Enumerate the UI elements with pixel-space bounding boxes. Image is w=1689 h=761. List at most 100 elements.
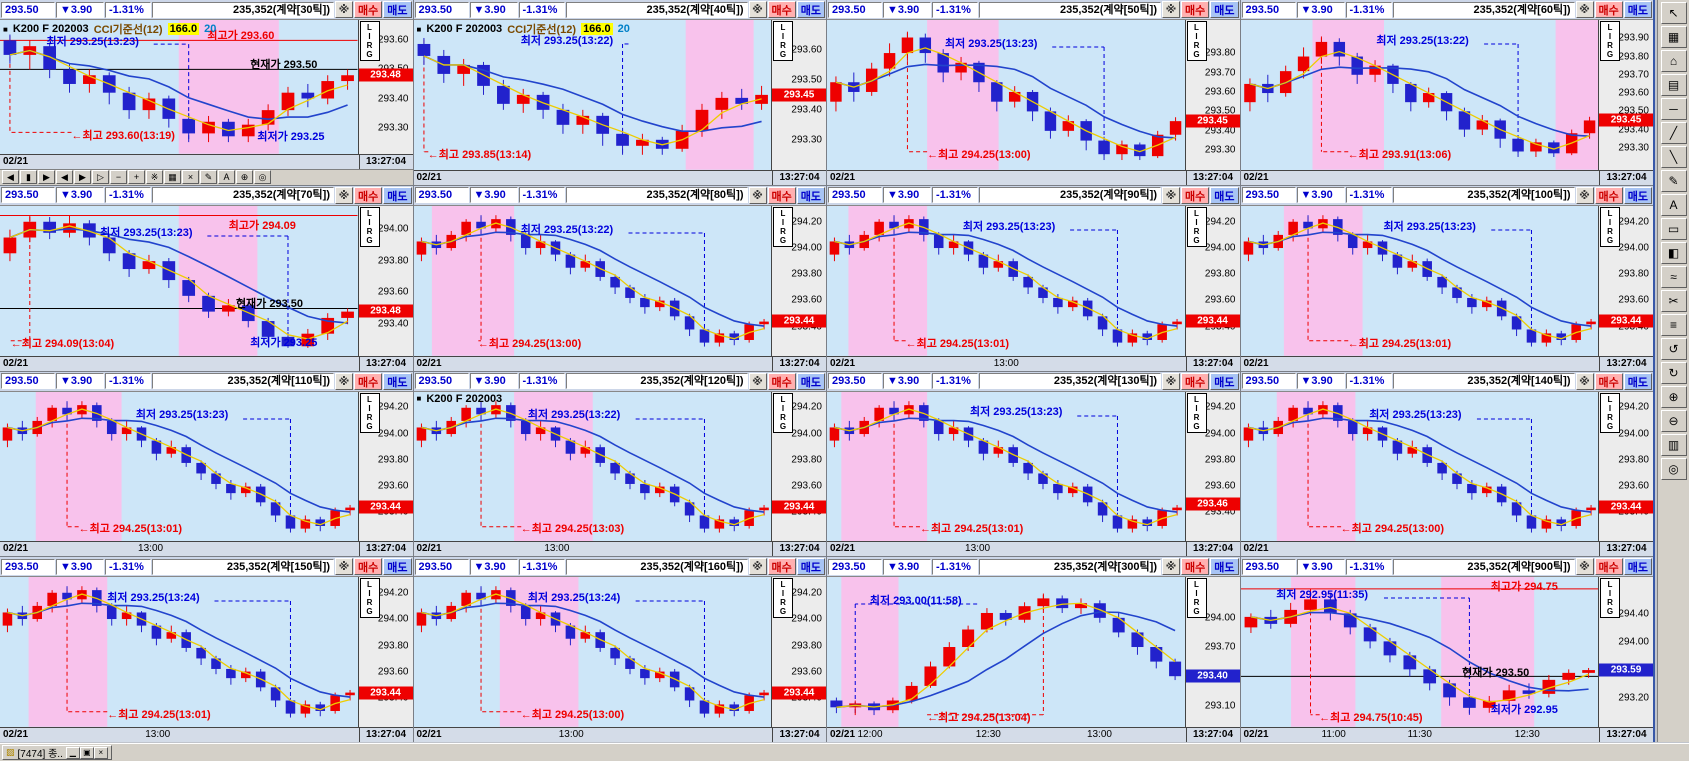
buy-button[interactable]: 매수 xyxy=(354,1,383,18)
chart-area[interactable]: 최저 293.25(13:24) ←최고 294.25(13:00) xyxy=(413,577,772,727)
sell-button[interactable]: 매도 xyxy=(796,558,825,576)
pen-tool[interactable]: ✎ xyxy=(1660,170,1687,192)
settings-button[interactable]: ※ xyxy=(146,170,163,185)
chart-area[interactable]: 최저 293.25(13:23) ←최고 294.25(13:01) xyxy=(1240,205,1599,356)
buy-button[interactable]: 매수 xyxy=(354,558,383,576)
grid-layout-tool[interactable]: ▦ xyxy=(1660,26,1687,48)
panel-settings-button[interactable]: ※ xyxy=(748,558,767,576)
chart-area[interactable]: 최저 292.95(11:35) ←최고 294.75(10:45) 최고가 294… xyxy=(1240,577,1599,727)
step-forward-button[interactable]: ▶ xyxy=(74,170,91,185)
panel-settings-button[interactable]: ※ xyxy=(1575,372,1594,390)
chart-area[interactable]: 최저 293.25(13:23) ←최고 294.25(13:01) xyxy=(827,205,1186,356)
buy-button[interactable]: 매수 xyxy=(1594,186,1623,204)
play-button[interactable]: ▷ xyxy=(92,170,109,185)
buy-button[interactable]: 매수 xyxy=(1594,558,1623,576)
cursor-tool[interactable]: ↖ xyxy=(1660,2,1687,24)
sell-button[interactable]: 매도 xyxy=(1210,558,1239,576)
panel-settings-button[interactable]: ※ xyxy=(335,1,353,18)
rows-tool[interactable]: ▥ xyxy=(1660,434,1687,456)
redo-button[interactable]: ↻ xyxy=(1660,362,1687,384)
step-back-button[interactable]: ◀ xyxy=(56,170,73,185)
panel-settings-button[interactable]: ※ xyxy=(1162,372,1180,390)
restore-button[interactable]: ▣ xyxy=(79,746,94,759)
buy-button[interactable]: 매수 xyxy=(1181,186,1210,204)
panel-settings-button[interactable]: ※ xyxy=(1575,186,1594,204)
sell-button[interactable]: 매도 xyxy=(796,372,825,390)
minimize-button[interactable]: ▁ xyxy=(65,746,80,759)
magnify-button[interactable]: ◎ xyxy=(254,170,271,185)
sell-button[interactable]: 매도 xyxy=(1623,558,1652,576)
menu-tool[interactable]: ≡ xyxy=(1660,314,1687,336)
panel-settings-button[interactable]: ※ xyxy=(335,186,353,204)
chart-area[interactable]: ■ K200 F 202003 CCI기준선(12) 166.0 20 최저 293.25… xyxy=(413,20,772,170)
scroll-right-button[interactable]: ▶ xyxy=(38,170,55,185)
buy-button[interactable]: 매수 xyxy=(767,1,796,18)
horizontal-line-tool[interactable]: ─ xyxy=(1660,98,1687,120)
panel-settings-button[interactable]: ※ xyxy=(1575,1,1594,18)
sell-button[interactable]: 매도 xyxy=(383,372,412,390)
chart-area[interactable]: 최저 293.25(13:23) ←최고 294.25(13:01) xyxy=(0,391,359,542)
split-panel-tool[interactable]: ◧ xyxy=(1660,242,1687,264)
panel-settings-button[interactable]: ※ xyxy=(1162,1,1180,18)
zoom-in-button[interactable]: ⊕ xyxy=(1660,386,1687,408)
sell-button[interactable]: 매도 xyxy=(383,558,412,576)
buy-button[interactable]: 매수 xyxy=(1181,372,1210,390)
chart-area[interactable]: 최저 293.00(11:58) ←최고 294.25(13:04) xyxy=(827,577,1186,727)
chart-area[interactable]: 최저 293.25(13:24) ←최고 294.25(13:01) xyxy=(0,577,359,727)
buy-button[interactable]: 매수 xyxy=(1181,1,1210,18)
undo-button[interactable]: ↺ xyxy=(1660,338,1687,360)
draw-button[interactable]: ✎ xyxy=(200,170,217,185)
buy-button[interactable]: 매수 xyxy=(767,558,796,576)
trend-up-tool[interactable]: ╱ xyxy=(1660,122,1687,144)
panel-settings-button[interactable]: ※ xyxy=(1575,558,1594,576)
crosshair-button[interactable]: ⊕ xyxy=(236,170,253,185)
buy-button[interactable]: 매수 xyxy=(354,372,383,390)
close-button[interactable]: × xyxy=(93,746,108,759)
panel-settings-button[interactable]: ※ xyxy=(1162,186,1180,204)
buy-button[interactable]: 매수 xyxy=(1594,372,1623,390)
scissors-tool[interactable]: ✂ xyxy=(1660,290,1687,312)
buy-button[interactable]: 매수 xyxy=(1594,1,1623,18)
chart-area[interactable]: 최저 293.25(13:23) ←최고 294.25(13:01) xyxy=(827,391,1186,542)
panel-settings-button[interactable]: ※ xyxy=(335,558,353,576)
sell-button[interactable]: 매도 xyxy=(383,186,412,204)
chart-area[interactable]: 최저 293.25(13:22) ←최고 294.25(13:00) xyxy=(413,205,772,356)
panel-settings-button[interactable]: ※ xyxy=(748,186,767,204)
text-button[interactable]: A xyxy=(218,170,235,185)
buy-button[interactable]: 매수 xyxy=(354,186,383,204)
sell-button[interactable]: 매도 xyxy=(383,1,412,18)
erase-button[interactable]: × xyxy=(182,170,199,185)
buy-button[interactable]: 매수 xyxy=(1181,558,1210,576)
home-tool[interactable]: ⌂ xyxy=(1660,50,1687,72)
chart-area[interactable]: 최저 293.25(13:23) ←최고 294.25(13:00) xyxy=(827,20,1186,170)
scroll-left-button[interactable]: ◀ xyxy=(2,170,19,185)
trend-down-tool[interactable]: ╲ xyxy=(1660,146,1687,168)
grid-button[interactable]: ▦ xyxy=(164,170,181,185)
buy-button[interactable]: 매수 xyxy=(767,186,796,204)
buy-button[interactable]: 매수 xyxy=(767,372,796,390)
scroll-thumb[interactable]: ▮ xyxy=(20,170,37,185)
watchlist-tool[interactable]: ▤ xyxy=(1660,74,1687,96)
panel-settings-button[interactable]: ※ xyxy=(748,372,767,390)
wave-tool[interactable]: ≈ xyxy=(1660,266,1687,288)
zoom-out-button[interactable]: − xyxy=(110,170,127,185)
minimized-window-tab[interactable]: ▨ [7474] 종.. ▁ ▣ × xyxy=(2,745,112,760)
sell-button[interactable]: 매도 xyxy=(796,1,825,18)
sell-button[interactable]: 매도 xyxy=(1623,1,1652,18)
panel-settings-button[interactable]: ※ xyxy=(335,372,353,390)
sell-button[interactable]: 매도 xyxy=(1623,186,1652,204)
magnifier-tool[interactable]: ◎ xyxy=(1660,458,1687,480)
